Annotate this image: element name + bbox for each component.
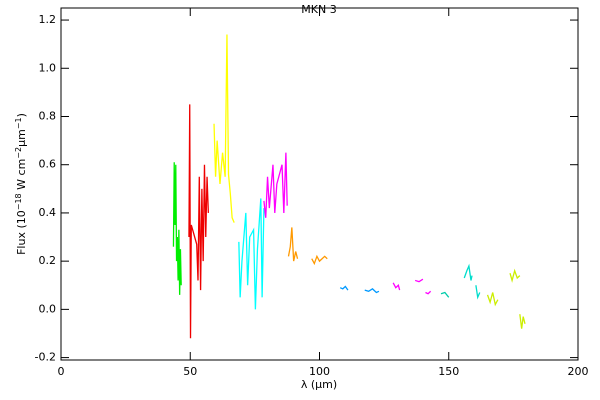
spectrum-segment <box>364 288 380 294</box>
y-tick-label: 0.4 <box>39 206 57 219</box>
y-label-superscript: −2 <box>14 147 23 159</box>
y-axis-label: Flux (10−18 W cm−2μm−1) <box>14 113 28 255</box>
spectrum-segment <box>238 198 265 310</box>
spectrum-segment <box>287 227 299 262</box>
spectrum-segment <box>519 314 526 329</box>
spectrum-segment <box>463 263 473 281</box>
x-tick-label: 200 <box>568 365 589 378</box>
x-tick-label: 150 <box>438 365 459 378</box>
y-tick-label: -0.2 <box>35 351 56 364</box>
x-axis-label: λ (μm) <box>301 378 337 391</box>
spectrum-segment <box>339 285 349 291</box>
spectrum-segment <box>213 34 235 223</box>
y-tick-label: 0.0 <box>39 302 57 315</box>
y-tick-label: 0.6 <box>39 158 57 171</box>
x-tick-label: 100 <box>309 365 330 378</box>
spectrum-segment <box>414 278 424 283</box>
spectrum-segment <box>263 152 288 218</box>
y-tick-label: 1.0 <box>39 61 57 74</box>
y-label-part: ) <box>15 113 28 117</box>
plot-frame <box>60 7 579 361</box>
y-label-superscript: −1 <box>14 117 23 129</box>
y-label-part: W cm <box>15 159 28 194</box>
y-label-part: μm <box>15 129 28 147</box>
x-tick-label: 0 <box>58 365 65 378</box>
y-tick-label: 1.2 <box>39 13 57 26</box>
spectrum-segment <box>509 268 521 283</box>
y-tick-label: 0.8 <box>39 109 57 122</box>
y-label-superscript: −18 <box>14 193 23 210</box>
spectrum-segment <box>475 285 481 300</box>
spectrum-segment <box>486 292 499 307</box>
y-label-part: Flux (10 <box>15 210 28 255</box>
x-tick-label: 50 <box>183 365 197 378</box>
y-tick-label: 0.2 <box>39 254 57 267</box>
spectrum-segment <box>188 104 209 339</box>
spectrum-segment <box>425 290 432 295</box>
spectrum-segment <box>311 254 328 266</box>
spectrum-segment <box>172 162 182 295</box>
spectrum-segment <box>392 282 401 291</box>
spectrum-segment <box>440 291 450 298</box>
